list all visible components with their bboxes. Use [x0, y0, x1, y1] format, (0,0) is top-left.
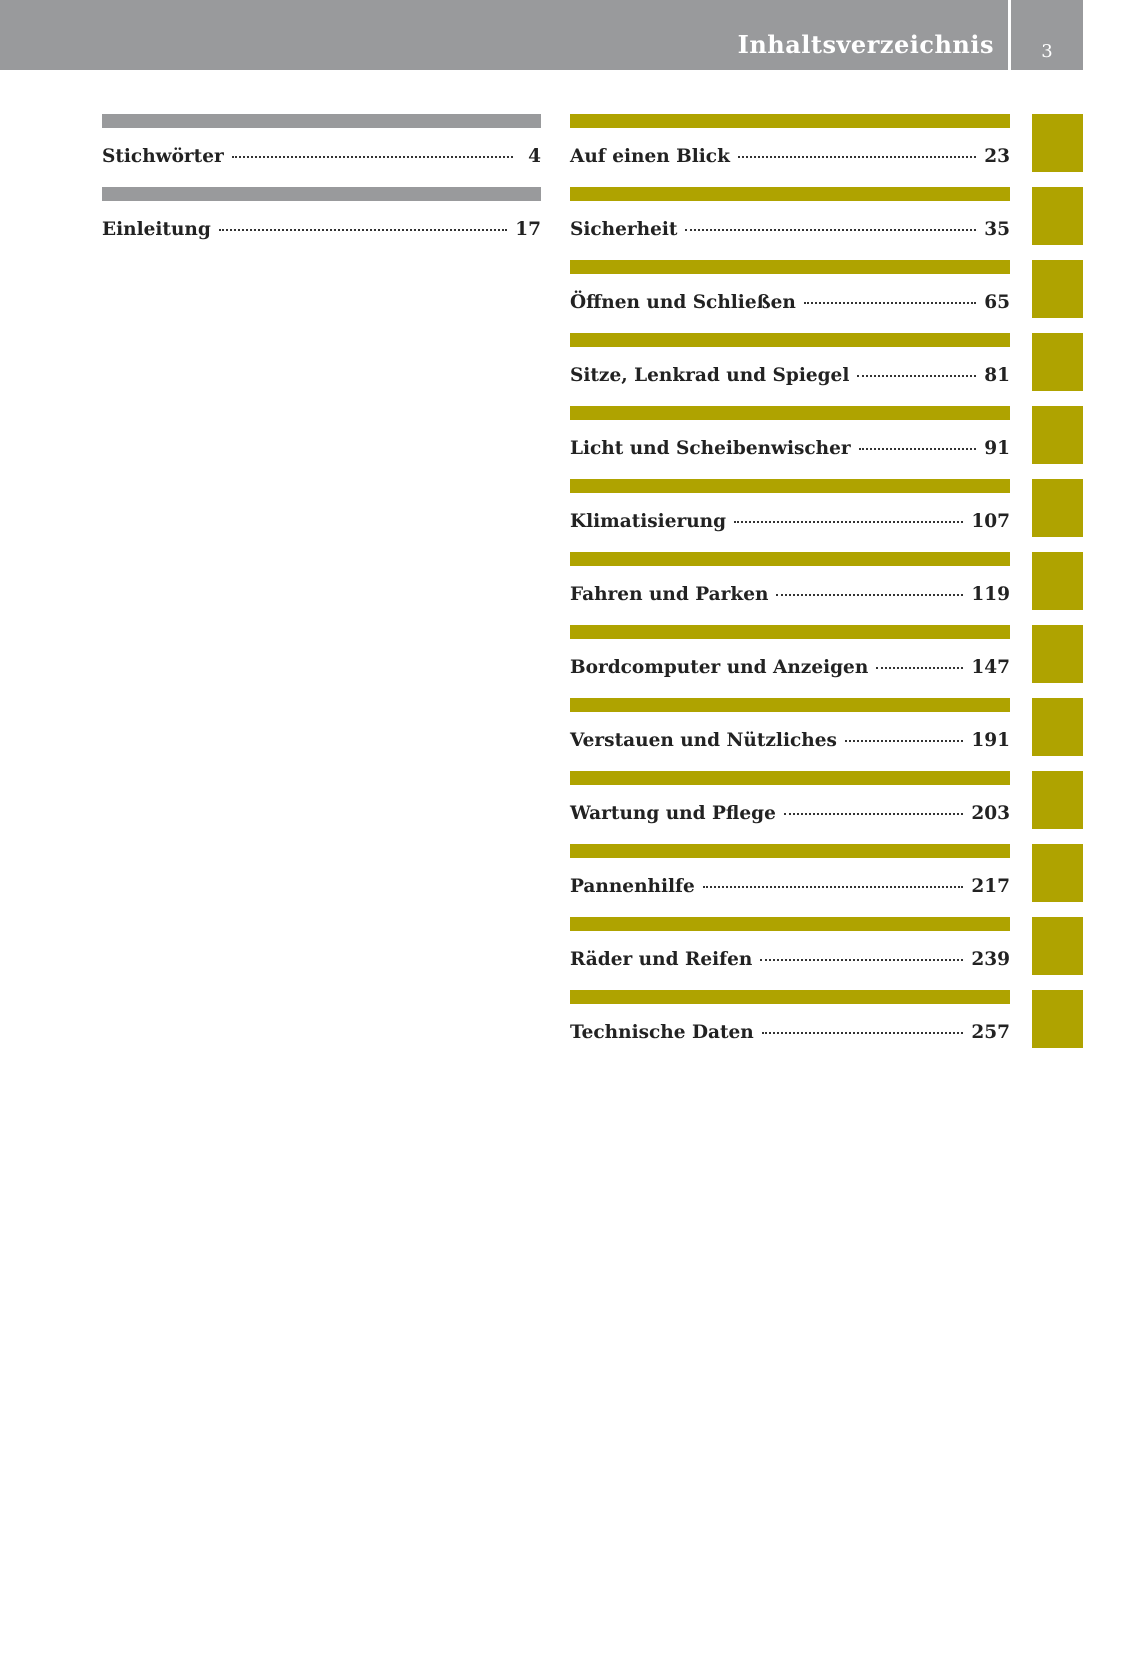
toc-entry[interactable]: Stichwörter 4: [102, 146, 541, 174]
section-tab: [1032, 406, 1083, 464]
entry-title: Auf einen Blick: [570, 146, 730, 167]
section-tab: [1032, 260, 1083, 318]
section-tab: [1032, 698, 1083, 756]
entry-title: Pannenhilfe: [570, 876, 695, 897]
section-tab: [1032, 990, 1083, 1048]
section-bar: [570, 698, 1010, 712]
entry-title: Sitze, Lenkrad und Spiegel: [570, 365, 850, 386]
section-tab: [1032, 844, 1083, 902]
toc-entry[interactable]: Auf einen Blick 23: [570, 146, 1010, 174]
dot-leader: [844, 740, 964, 742]
dot-leader: [858, 448, 977, 450]
section-bar: [570, 479, 1010, 493]
entry-page: 81: [984, 365, 1010, 386]
entry-title: Licht und Scheibenwischer: [570, 438, 851, 459]
entry-page: 17: [515, 219, 541, 240]
section-tab: [1032, 187, 1083, 245]
entry-title: Verstauen und Nützliches: [570, 730, 837, 751]
section-bar: [570, 187, 1010, 201]
entry-page: 91: [984, 438, 1010, 459]
entry-page: 4: [528, 146, 541, 167]
section-tab: [1032, 625, 1083, 683]
entry-title: Räder und Reifen: [570, 949, 753, 970]
toc-entry[interactable]: Sitze, Lenkrad und Spiegel 81: [570, 365, 1010, 393]
entry-page: 217: [971, 876, 1010, 897]
entry-page: 23: [984, 146, 1010, 167]
entry-page: 119: [971, 584, 1010, 605]
section-bar: [570, 625, 1010, 639]
toc-entry[interactable]: Verstauen und Nützliches 191: [570, 730, 1010, 758]
toc-entry[interactable]: Fahren und Parken 119: [570, 584, 1010, 612]
entry-title: Öffnen und Schließen: [570, 292, 796, 313]
entry-page: 239: [971, 949, 1010, 970]
header-bar: Inhaltsverzeichnis: [0, 0, 1008, 70]
toc-entry[interactable]: Öffnen und Schließen 65: [570, 292, 1010, 320]
toc-entry[interactable]: Sicherheit 35: [570, 219, 1010, 247]
toc-entry[interactable]: Pannenhilfe 217: [570, 876, 1010, 904]
section-bar: [570, 917, 1010, 931]
dot-leader: [876, 667, 964, 669]
section-bar: [570, 260, 1010, 274]
entry-title: Sicherheit: [570, 219, 678, 240]
dot-leader: [803, 302, 977, 304]
dot-leader: [231, 156, 513, 158]
section-bar: [570, 844, 1010, 858]
section-tab: [1032, 917, 1083, 975]
section-tab: [1032, 114, 1083, 172]
dot-leader: [685, 229, 977, 231]
entry-title: Wartung und Pflege: [570, 803, 776, 824]
section-tab: [1032, 771, 1083, 829]
section-tab: [1032, 333, 1083, 391]
section-bar: [102, 114, 541, 128]
entry-page: 65: [984, 292, 1010, 313]
dot-leader: [218, 229, 508, 231]
entry-page: 191: [971, 730, 1010, 751]
toc-entry[interactable]: Räder und Reifen 239: [570, 949, 1010, 977]
toc-entry[interactable]: Wartung und Pflege 203: [570, 803, 1010, 831]
section-bar: [570, 771, 1010, 785]
entry-page: 257: [971, 1022, 1010, 1043]
entry-page: 35: [984, 219, 1010, 240]
entry-title: Stichwörter: [102, 146, 224, 167]
dot-leader: [702, 886, 964, 888]
dot-leader: [737, 156, 977, 158]
dot-leader: [783, 813, 964, 815]
entry-page: 147: [971, 657, 1010, 678]
section-bar: [570, 552, 1010, 566]
dot-leader: [761, 1032, 964, 1034]
entry-title: Fahren und Parken: [570, 584, 769, 605]
dot-leader: [760, 959, 964, 961]
section-bar: [102, 187, 541, 201]
toc-entry[interactable]: Licht und Scheibenwischer 91: [570, 438, 1010, 466]
section-bar: [570, 990, 1010, 1004]
toc-entry[interactable]: Einleitung 17: [102, 219, 541, 247]
toc-entry[interactable]: Technische Daten 257: [570, 1022, 1010, 1050]
entry-page: 107: [971, 511, 1010, 532]
entry-page: 203: [971, 803, 1010, 824]
header-title: Inhaltsverzeichnis: [737, 30, 994, 59]
entry-title: Technische Daten: [570, 1022, 754, 1043]
section-tab: [1032, 479, 1083, 537]
toc-entry[interactable]: Bordcomputer und Anzeigen 147: [570, 657, 1010, 685]
page-number: 3: [1011, 0, 1083, 70]
entry-title: Klimatisierung: [570, 511, 727, 532]
section-bar: [570, 114, 1010, 128]
toc-entry[interactable]: Klimatisierung 107: [570, 511, 1010, 539]
dot-leader: [776, 594, 964, 596]
section-tab: [1032, 552, 1083, 610]
section-bar: [570, 333, 1010, 347]
dot-leader: [734, 521, 964, 523]
entry-title: Bordcomputer und Anzeigen: [570, 657, 869, 678]
entry-title: Einleitung: [102, 219, 211, 240]
section-bar: [570, 406, 1010, 420]
dot-leader: [857, 375, 977, 377]
